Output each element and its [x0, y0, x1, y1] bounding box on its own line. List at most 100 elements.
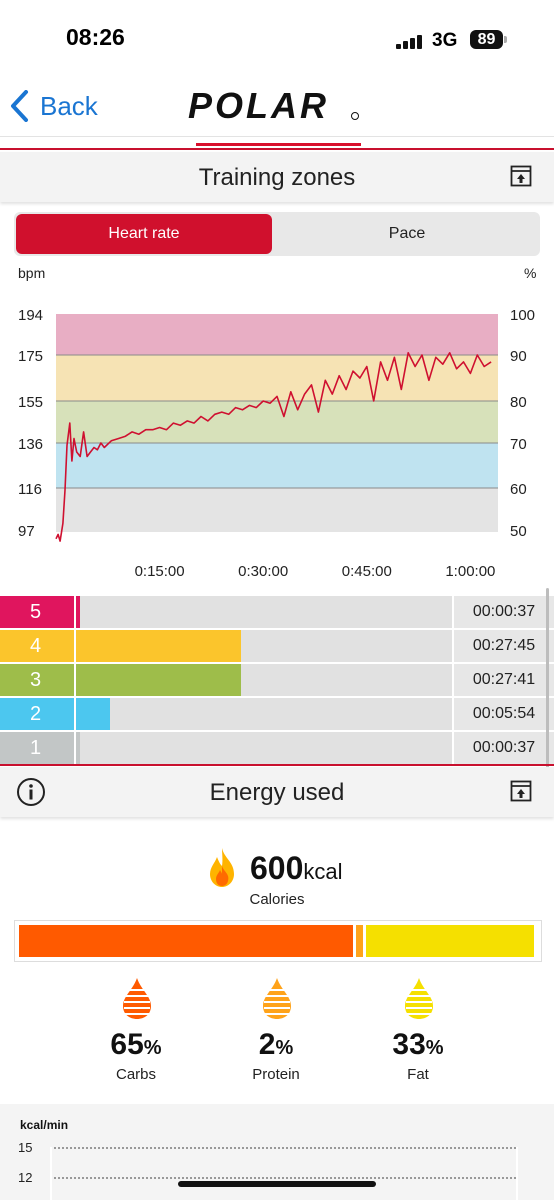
zone-band — [56, 401, 498, 443]
zone-band — [56, 443, 498, 488]
macro-label: Protein — [252, 1066, 300, 1083]
macro-label: Fat — [407, 1066, 429, 1083]
zone-band — [56, 488, 498, 532]
y-tick-label-right: 70 — [510, 436, 527, 453]
zone-bar-fill — [76, 596, 80, 628]
calories-label: Calories — [249, 891, 305, 908]
x-tick-label: 0:45:00 — [342, 563, 392, 580]
expand-icon[interactable] — [510, 780, 532, 807]
expand-icon[interactable] — [510, 165, 532, 192]
drop-icon — [121, 976, 153, 1025]
zone-bar-track — [76, 596, 452, 628]
y-tick-label-right: 80 — [510, 394, 527, 411]
tab-heart-rate[interactable]: Heart rate — [16, 214, 272, 254]
svg-text:POLAR: POLAR — [188, 88, 329, 124]
kcal-tick: 12 — [18, 1170, 33, 1185]
zone-number: 3 — [0, 664, 74, 696]
battery-icon: 89 — [470, 30, 503, 49]
y-axis-label: bpm — [18, 265, 45, 281]
network-type: 3G — [432, 30, 458, 51]
y-tick-label-right: 90 — [510, 348, 527, 365]
kcal-gridline — [50, 1177, 516, 1179]
battery-tip — [504, 36, 507, 43]
kcal-axis — [516, 1147, 518, 1200]
drop-icon — [403, 976, 435, 1025]
status-time: 08:26 — [66, 24, 125, 50]
macro-label: Carbs — [115, 1066, 156, 1083]
cellular-signal-icon — [396, 34, 426, 49]
back-label: Back — [40, 90, 98, 121]
kcal-axis — [50, 1147, 52, 1200]
macro-bar-segment — [355, 925, 364, 957]
zone-number: 5 — [0, 596, 74, 628]
y-tick-label: 116 — [18, 481, 42, 498]
zone-number: 4 — [0, 630, 74, 662]
macro-split-bar — [14, 920, 542, 962]
kcal-chart-ylabel: kcal/min — [20, 1118, 69, 1132]
flame-icon — [206, 846, 238, 893]
kcal-tick: 15 — [18, 1140, 33, 1155]
zone-bar-fill — [76, 732, 80, 764]
zone-band — [56, 355, 498, 401]
calories-value: 600kcal — [250, 850, 343, 886]
zone-time: 00:27:45 — [454, 630, 554, 662]
zone-row: 3 00:27:41 — [0, 664, 554, 696]
macro-bar-segment — [19, 925, 353, 957]
y-tick-label: 97 — [18, 523, 35, 540]
zone-bar-fill — [76, 664, 242, 696]
zone-bar-track — [76, 630, 452, 662]
zone-bar-track — [76, 698, 452, 730]
section-divider — [0, 148, 554, 150]
zone-time: 00:05:54 — [454, 698, 554, 730]
y-tick-label: 136 — [18, 436, 43, 453]
training-zones-header: Training zones — [0, 152, 554, 202]
x-tick-label: 0:15:00 — [135, 563, 185, 580]
kcal-gridline — [50, 1147, 516, 1149]
zone-bar-fill — [76, 630, 242, 662]
zone-bar-track — [76, 732, 452, 764]
drop-icon — [261, 976, 293, 1025]
scrollbar[interactable] — [546, 588, 549, 798]
x-tick-label: 0:30:00 — [238, 563, 288, 580]
zone-number: 2 — [0, 698, 74, 730]
zone-row: 1 00:00:37 — [0, 732, 554, 764]
y-tick-label: 155 — [18, 394, 43, 411]
zone-row: 5 00:00:37 — [0, 596, 554, 628]
tab-pace[interactable]: Pace — [388, 225, 426, 242]
y-tick-label-right: 60 — [510, 481, 527, 498]
zone-band — [56, 314, 498, 355]
macro-percent: 33% — [392, 1028, 444, 1061]
home-indicator[interactable] — [178, 1181, 376, 1187]
zone-bar-fill — [76, 698, 110, 730]
heart-rate-chart: bpm % 194 175 155 136 116 97 100 90 80 70 60 50 0:15:0… — [18, 265, 536, 580]
y-axis-label-right: % — [524, 265, 536, 281]
logo-underline — [196, 143, 361, 146]
chevron-left-icon — [11, 90, 28, 122]
energy-used-header: Energy used — [0, 767, 554, 817]
back-button[interactable]: Back — [10, 86, 98, 126]
y-tick-label-right: 50 — [510, 523, 527, 540]
zone-number: 1 — [0, 732, 74, 764]
zone-row: 4 00:27:45 — [0, 630, 554, 662]
zone-time: 00:27:41 — [454, 664, 554, 696]
y-tick-label-right: 100 — [510, 307, 535, 324]
macro-percent: 2% — [258, 1028, 294, 1061]
energy-used-title: Energy used — [209, 779, 345, 806]
training-zones-title: Training zones — [198, 164, 356, 191]
y-tick-label: 175 — [18, 348, 43, 365]
polar-logo: POLAR — [188, 85, 368, 129]
calories-unit: kcal — [303, 859, 343, 884]
zone-time: 00:00:37 — [454, 732, 554, 764]
info-icon[interactable] — [16, 777, 46, 812]
y-tick-label: 194 — [18, 307, 43, 324]
zone-type-tabs: Heart rate Pace — [14, 212, 540, 256]
section-divider — [0, 764, 554, 766]
zone-row: 2 00:05:54 — [0, 698, 554, 730]
macro-bar-segment — [366, 925, 534, 957]
heart-rate-line — [55, 352, 492, 542]
zone-bar-track — [76, 664, 452, 696]
x-tick-label: 1:00:00 — [445, 563, 495, 580]
nav-divider — [0, 136, 554, 137]
macro-percent: 65% — [110, 1028, 162, 1061]
zone-time: 00:00:37 — [454, 596, 554, 628]
